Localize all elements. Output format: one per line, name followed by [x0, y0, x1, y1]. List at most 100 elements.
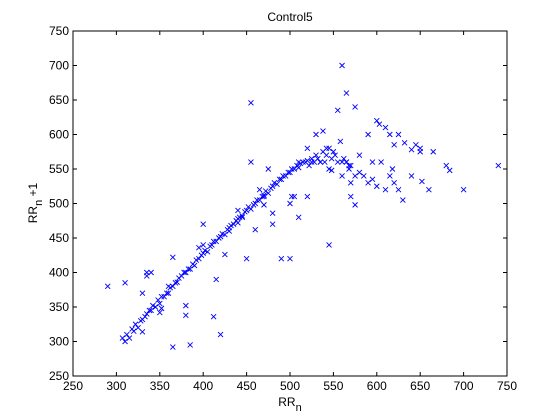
data-point — [187, 266, 193, 272]
data-point — [165, 283, 172, 290]
y-axis-label-main: RR — [26, 206, 40, 224]
data-point — [269, 183, 276, 190]
x-tick-label: 500 — [280, 379, 300, 393]
data-points — [104, 62, 502, 350]
data-point — [156, 309, 163, 316]
data-point — [148, 269, 154, 276]
data-point — [332, 152, 338, 159]
data-point — [170, 283, 176, 290]
data-point — [356, 152, 363, 159]
data-point — [248, 159, 254, 165]
data-point — [334, 107, 341, 114]
data-point — [391, 179, 397, 186]
data-point — [239, 213, 246, 219]
data-point — [172, 280, 179, 286]
y-tick-label: 750 — [49, 24, 69, 38]
data-point — [126, 335, 133, 341]
y-tick-label: 450 — [49, 231, 69, 245]
data-point — [387, 173, 393, 179]
data-point — [265, 166, 272, 172]
data-point — [443, 162, 450, 169]
y-tick-label: 600 — [49, 128, 69, 142]
data-point — [360, 173, 367, 179]
x-tick-label: 300 — [106, 379, 126, 393]
data-point — [135, 324, 141, 331]
chart-title: Control5 — [267, 10, 313, 24]
data-point — [313, 152, 319, 159]
data-point — [122, 338, 128, 345]
data-point — [387, 131, 393, 138]
y-tick-label: 300 — [49, 335, 69, 349]
data-point — [343, 159, 350, 165]
data-point — [321, 159, 328, 165]
data-point — [196, 255, 202, 262]
data-point — [326, 145, 332, 152]
data-point — [104, 283, 111, 290]
data-point — [139, 329, 146, 335]
data-point — [146, 307, 153, 314]
data-point — [408, 173, 415, 179]
y-tick-label: 700 — [49, 59, 69, 73]
data-point — [217, 331, 224, 338]
data-point — [373, 183, 380, 190]
data-point — [226, 228, 233, 234]
data-point — [347, 179, 354, 186]
data-point — [235, 220, 241, 226]
data-point — [295, 164, 302, 171]
data-point — [193, 257, 200, 263]
data-point — [326, 166, 332, 172]
data-point — [254, 197, 260, 203]
data-point — [228, 222, 234, 229]
data-point — [417, 148, 424, 155]
x-tick-label: 700 — [454, 379, 474, 393]
data-point — [339, 159, 345, 165]
x-tick-label: 350 — [150, 379, 170, 393]
data-point — [217, 233, 224, 240]
data-point — [274, 181, 280, 187]
data-point — [400, 197, 406, 203]
data-point — [209, 242, 215, 248]
data-point — [210, 238, 217, 245]
data-point — [278, 176, 285, 183]
data-point — [261, 202, 267, 208]
data-point — [369, 176, 376, 183]
data-point — [123, 331, 130, 338]
x-tick-label: 400 — [193, 379, 213, 393]
data-point — [306, 162, 312, 169]
y-tick-label: 250 — [49, 369, 69, 383]
data-point — [174, 279, 180, 285]
data-point — [323, 152, 330, 159]
data-point — [161, 293, 167, 300]
data-point — [495, 162, 502, 169]
data-point — [156, 300, 163, 307]
data-point — [365, 179, 371, 186]
data-point — [340, 155, 347, 162]
data-point — [317, 159, 324, 165]
x-tick-label: 600 — [367, 379, 387, 393]
data-point — [300, 159, 306, 165]
data-point — [170, 344, 176, 350]
y-axis-label-subscript: n — [33, 200, 45, 206]
data-point — [291, 193, 298, 200]
data-point — [347, 193, 354, 200]
data-point — [148, 307, 154, 314]
data-point — [261, 192, 267, 199]
data-point — [200, 242, 207, 248]
data-point — [382, 124, 389, 131]
data-point — [304, 193, 311, 200]
data-point — [413, 142, 419, 148]
data-point — [295, 159, 302, 165]
data-point — [401, 139, 408, 146]
data-point — [252, 200, 259, 207]
data-point — [243, 207, 250, 214]
data-point — [191, 262, 198, 269]
data-point — [352, 104, 358, 110]
data-point — [346, 166, 352, 172]
y-axis-label: RRn +1 — [26, 182, 45, 223]
data-point — [460, 186, 467, 193]
data-point — [378, 159, 384, 165]
data-point — [158, 305, 165, 312]
data-point — [252, 226, 259, 233]
data-point — [373, 117, 380, 124]
